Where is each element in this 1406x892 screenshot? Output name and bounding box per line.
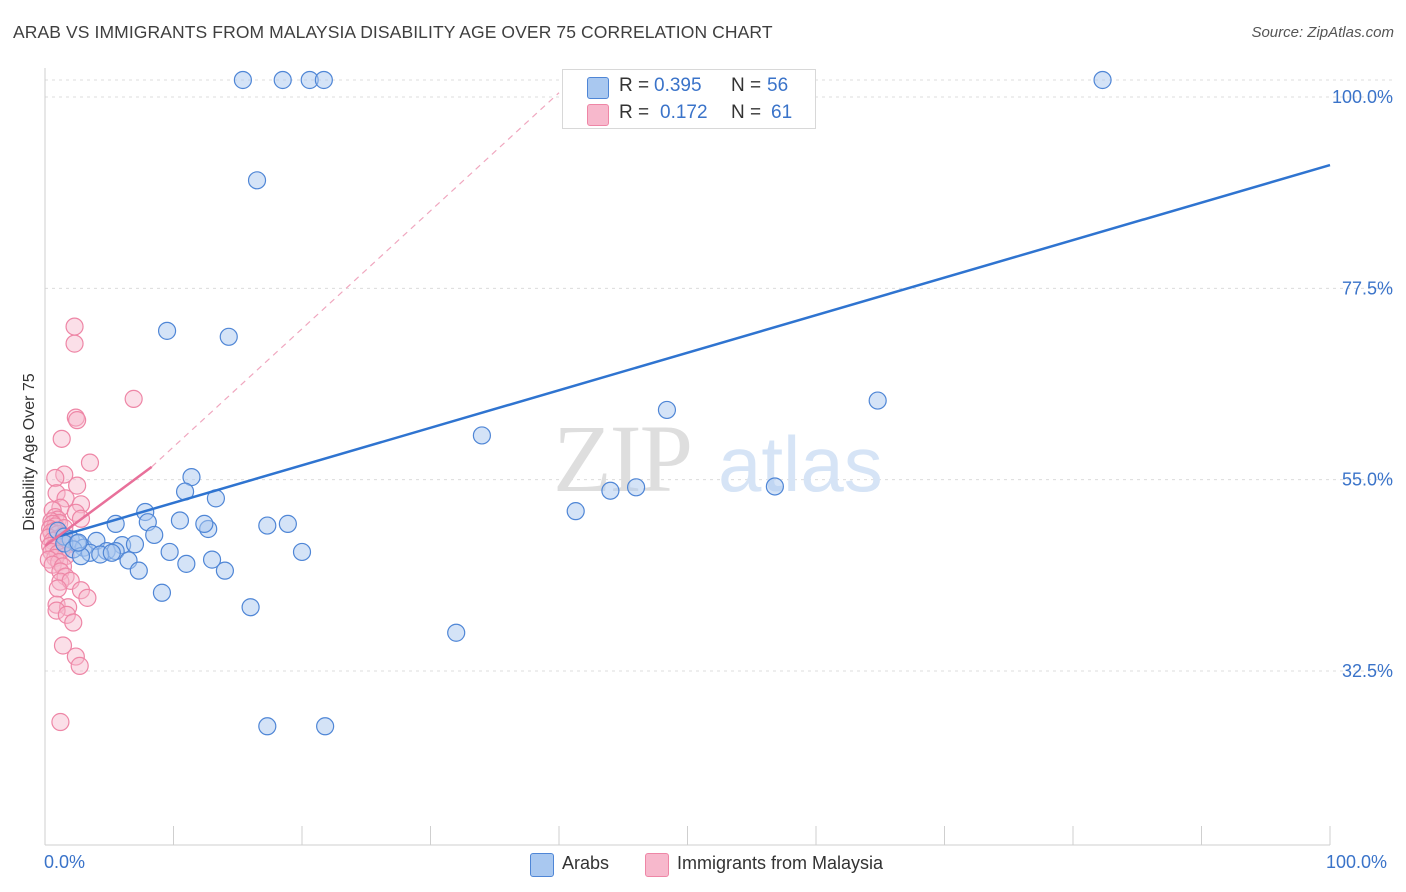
gridlines: [45, 79, 1395, 672]
arab-point: [219, 327, 238, 346]
legend-r-label: R =: [619, 102, 650, 123]
legend-r-value: 0.395: [654, 75, 702, 96]
malaysia-point: [47, 601, 66, 620]
malaysia-point: [68, 476, 87, 495]
malaysia-point: [124, 389, 143, 408]
malaysia-point: [46, 468, 65, 488]
arab-point: [273, 70, 292, 90]
malaysia-point: [51, 712, 70, 732]
malaysia-point: [47, 484, 66, 503]
malaysia-point: [65, 317, 84, 336]
malaysia-point: [52, 429, 71, 448]
malaysia-trend-line: [44, 465, 153, 547]
arab-point: [765, 477, 784, 496]
arab-point: [601, 481, 620, 500]
malaysia-point: [48, 579, 67, 598]
malaysia-point: [80, 453, 100, 472]
arab-trend-line: [57, 163, 1331, 538]
stats-legend: R = 0.395 N = 56 R = 0.172 N = 61: [562, 69, 816, 129]
arab-point: [626, 478, 646, 497]
malaysia-point: [66, 647, 85, 666]
malaysia-point: [53, 636, 73, 655]
arab-point: [152, 583, 172, 602]
arab-point: [69, 533, 88, 552]
arab-point: [195, 514, 214, 533]
arab-point: [314, 70, 333, 90]
y-tick-label: 77.5%: [1342, 278, 1393, 298]
trend-lines: [44, 92, 1331, 547]
arab-points: [48, 70, 1112, 736]
arab-point: [241, 598, 260, 617]
arab-point: [125, 535, 145, 554]
arab-point: [447, 623, 466, 642]
legend-swatch-malaysia: [587, 104, 609, 126]
watermark-atlas: atlas: [718, 420, 883, 508]
arab-point: [868, 391, 887, 410]
y-tick-label: 32.5%: [1342, 661, 1393, 681]
arab-point: [233, 70, 252, 90]
arab-point: [472, 426, 491, 445]
arab-point: [1093, 70, 1112, 90]
axes: [44, 68, 1331, 846]
malaysia-point: [78, 588, 97, 607]
malaysia-trend-extension: [151, 92, 560, 468]
arab-point: [170, 511, 190, 530]
watermark-zip: ZIP: [553, 405, 691, 512]
malaysia-point: [70, 656, 89, 675]
legend-n-label: N =: [731, 102, 762, 123]
y-tick-label: 100.0%: [1332, 87, 1393, 107]
y-tick-labels: 100.0% 77.5% 55.0% 32.5%: [1332, 87, 1393, 681]
legend-r-label: R =: [619, 75, 650, 96]
arab-point: [278, 514, 297, 533]
bottom-legend-label-malaysia: Immigrants from Malaysia: [677, 853, 884, 873]
arab-point: [258, 516, 277, 535]
arab-point: [292, 542, 312, 562]
y-axis-label: Disability Age Over 75: [21, 373, 38, 531]
legend-n-label: N =: [731, 75, 762, 96]
legend-n-value: 56: [767, 75, 789, 96]
arab-point: [215, 561, 234, 580]
arab-point: [145, 525, 164, 545]
y-tick-label: 55.0%: [1342, 470, 1393, 490]
legend-r-value: 0.172: [660, 102, 708, 123]
arab-point: [160, 542, 179, 562]
arab-point: [566, 502, 585, 521]
arab-point: [316, 717, 335, 736]
arab-point: [657, 400, 677, 420]
arab-point: [247, 171, 267, 190]
chart-title: ARAB VS IMMIGRANTS FROM MALAYSIA DISABIL…: [13, 22, 773, 42]
source-label: Source: ZipAtlas.com: [1251, 24, 1394, 41]
malaysia-point: [64, 613, 83, 632]
malaysia-point: [68, 411, 87, 430]
arab-point: [202, 550, 222, 569]
x-tick-min: 0.0%: [44, 852, 86, 872]
arab-point: [177, 554, 196, 573]
malaysia-point: [65, 334, 84, 353]
bottom-legend-label-arab: Arabs: [562, 853, 610, 873]
arab-point: [258, 717, 277, 736]
legend-n-value: 61: [771, 102, 793, 123]
arab-point: [102, 543, 121, 562]
bottom-legend-swatch-malaysia: [645, 853, 669, 877]
legend-swatch-arab: [587, 77, 609, 99]
x-tick-max: 100.0%: [1326, 852, 1388, 872]
malaysia-point: [71, 495, 91, 514]
watermark: ZIP atlas: [553, 405, 883, 512]
arab-point: [157, 321, 177, 340]
arab-point: [129, 561, 148, 580]
bottom-legend-swatch-arab: [530, 853, 554, 877]
malaysia-point: [56, 489, 75, 508]
malaysia-point: [66, 503, 85, 522]
